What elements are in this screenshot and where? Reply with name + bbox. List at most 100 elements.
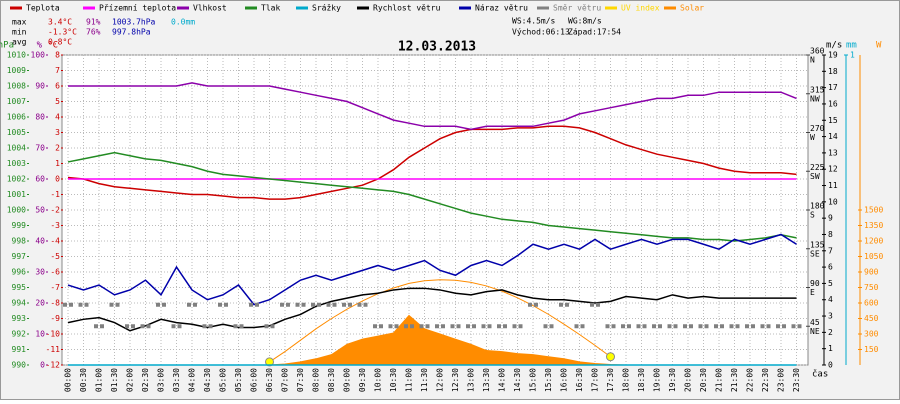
x-tick-label: 00:00: [64, 368, 73, 392]
y-tick-label: 300: [864, 330, 879, 339]
y-tick-label: 600: [864, 299, 879, 308]
x-tick-label: 12:00: [436, 368, 445, 392]
axis-unit: mm: [846, 41, 857, 51]
stat: max: [12, 18, 27, 27]
x-tick-label: 22:00: [746, 368, 755, 392]
legend-label: Srážky: [312, 4, 341, 13]
legend-label: Směr větru: [553, 4, 601, 13]
axis-unit: m/s: [826, 41, 842, 51]
x-tick-label: 04:00: [188, 368, 197, 392]
y-tick-label: 994: [12, 299, 27, 308]
x-tick-label: 07:00: [281, 368, 290, 392]
y-tick-label: -2: [50, 206, 60, 215]
y-tick-label: 990: [12, 361, 27, 370]
x-tick-label: 02:00: [126, 368, 135, 392]
y-tick-label: 60: [35, 175, 45, 184]
x-tick-label: 16:00: [560, 368, 569, 392]
y-tick-label: 1006: [7, 113, 26, 122]
y-tick-label: 10: [35, 330, 45, 339]
x-tick-label: 14:00: [498, 368, 507, 392]
legend-label: Náraz větru: [475, 4, 528, 13]
y-tick-label: 2: [828, 328, 833, 337]
x-tick-label: 20:30: [699, 368, 708, 392]
x-tick-label: 01:00: [95, 368, 104, 392]
y-tick-label: 1200: [864, 237, 883, 246]
y-tick-label: 1005: [7, 128, 26, 137]
y-tick-label: 90: [810, 279, 820, 288]
y-tick-label: -3: [50, 221, 60, 230]
y-tick-label: 17: [828, 83, 838, 92]
y-tick-label: 50: [35, 206, 45, 215]
y-tick-label: 4: [828, 295, 833, 304]
y-tick-label: 8: [828, 230, 833, 239]
y-tick-label: 1009: [7, 66, 26, 75]
chart-title: 12.03.2013: [398, 40, 476, 55]
y-tick-label: 135: [810, 240, 825, 249]
y-tick-label: 992: [12, 330, 27, 339]
x-axis-label: čas: [812, 369, 828, 380]
axis-unit: hPa: [0, 41, 14, 51]
legend-label: Tlak: [261, 4, 280, 13]
x-tick-label: 23:00: [777, 368, 786, 392]
legend-label: Solar: [680, 4, 704, 13]
stat: 1003.7hPa: [112, 18, 156, 27]
series-line: [67, 151, 797, 242]
x-tick-label: 05:00: [219, 368, 228, 392]
y-tick-label: 1010: [7, 51, 26, 60]
sun-marker: [606, 352, 615, 362]
x-tick-label: 19:00: [653, 368, 662, 392]
y-tick-label: 996: [12, 268, 27, 277]
y-tick-label: 993: [12, 314, 27, 323]
y-tick-label: 12: [828, 165, 838, 174]
y-tick-label: 6: [828, 263, 833, 272]
compass-label: W: [810, 133, 815, 142]
axis-unit: W: [876, 41, 882, 51]
axis-unit: °C: [47, 41, 58, 51]
y-tick-label: 100: [31, 51, 46, 60]
y-tick-label: 900: [864, 268, 879, 277]
x-tick-label: 08:00: [312, 368, 321, 392]
x-tick-label: 12:30: [451, 368, 460, 392]
y-tick-label: 360: [810, 47, 825, 56]
x-tick-label: 09:00: [343, 368, 352, 392]
x-tick-label: 11:30: [420, 368, 429, 392]
y-tick-label: 5: [55, 97, 60, 106]
info: Východ:06:13: [512, 28, 570, 37]
x-tick-label: 21:30: [730, 368, 739, 392]
y-tick-label: -9: [50, 314, 60, 323]
y-tick-label: 11: [828, 181, 838, 190]
y-tick-label: 8: [55, 51, 60, 60]
stat: 76%: [86, 28, 101, 37]
x-tick-label: 22:30: [761, 368, 770, 392]
y-tick-label: -10: [46, 330, 61, 339]
info: WS:4.5m/s: [512, 17, 556, 26]
x-tick-label: 13:00: [467, 368, 476, 392]
y-tick-label: 6: [55, 82, 60, 91]
legend-label: Rychlost větru: [373, 4, 441, 13]
stat: min: [12, 28, 27, 37]
y-tick-label: 2: [55, 144, 60, 153]
y-tick-label: 270: [810, 124, 825, 133]
legend-label: Vlhkost: [193, 4, 227, 13]
y-tick-label: 1007: [7, 97, 26, 106]
y-tick-label: 7: [828, 246, 833, 255]
x-tick-label: 19:30: [668, 368, 677, 392]
x-tick-label: 10:30: [389, 368, 398, 392]
y-tick-label: 20: [35, 299, 45, 308]
y-tick-label: 315: [810, 85, 825, 94]
y-tick-label: -12: [46, 361, 61, 370]
stat: 0.0mm: [171, 18, 195, 27]
x-tick-label: 02:30: [141, 368, 150, 392]
compass-label: NE: [810, 327, 820, 336]
y-tick-label: 997: [12, 252, 27, 261]
y-tick-label: 1002: [7, 175, 26, 184]
compass-label: S: [810, 211, 815, 220]
legend-label: Teplota: [26, 4, 60, 13]
x-tick-label: 06:00: [250, 368, 259, 392]
y-tick-label: 3: [55, 128, 60, 137]
stat: 997.8hPa: [112, 28, 151, 37]
y-tick-label: 70: [35, 144, 45, 153]
x-tick-label: 15:30: [544, 368, 553, 392]
y-tick-label: 750: [864, 283, 879, 292]
